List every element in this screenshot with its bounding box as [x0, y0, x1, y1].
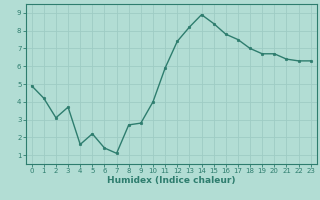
X-axis label: Humidex (Indice chaleur): Humidex (Indice chaleur) — [107, 176, 236, 185]
